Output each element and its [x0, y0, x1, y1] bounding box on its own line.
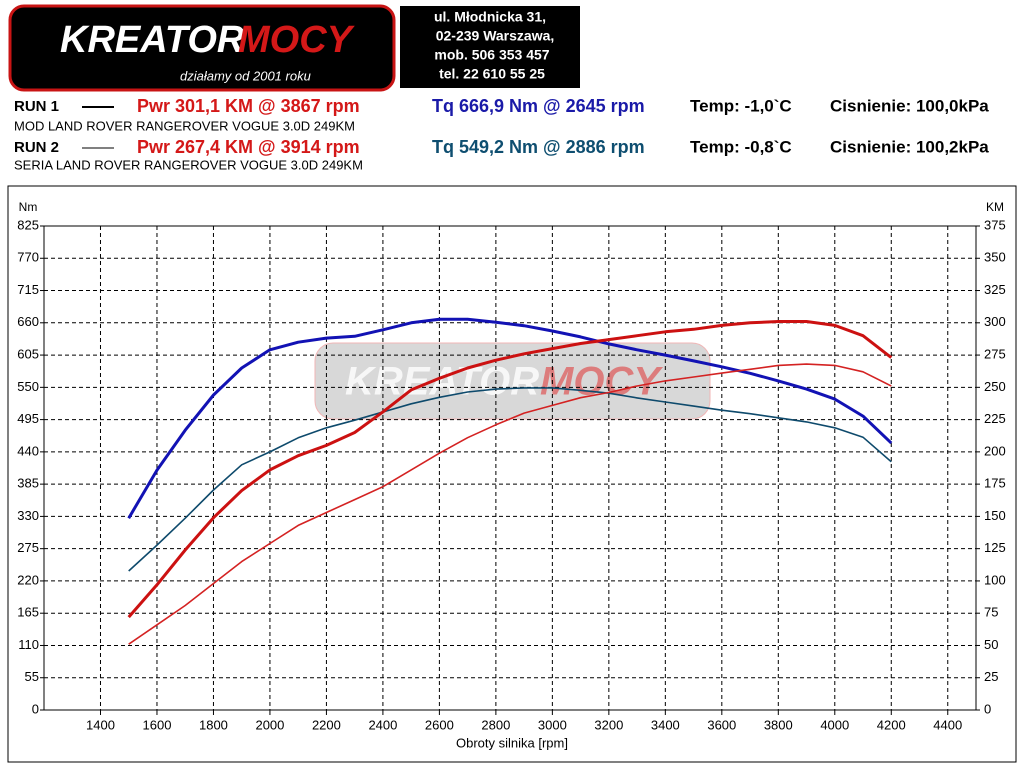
- y2-tick-label: 0: [984, 701, 991, 716]
- address-line: 02-239 Warszawa,: [436, 28, 555, 44]
- x-tick-label: 3800: [764, 717, 793, 732]
- run-description: MOD LAND ROVER RANGEROVER VOGUE 3.0D 249…: [14, 118, 355, 133]
- run-power: Pwr 301,1 KM @ 3867 rpm: [137, 96, 360, 116]
- y2-tick-label: 375: [984, 217, 1006, 232]
- address-line: tel. 22 610 55 25: [439, 66, 545, 82]
- run-temp: Temp: -1,0`C: [690, 96, 792, 115]
- logo-left: KREATOR: [60, 19, 245, 61]
- watermark: [314, 342, 711, 420]
- x-tick-label: 2600: [425, 717, 454, 732]
- series-line: [128, 363, 892, 645]
- x-tick-label: 2000: [255, 717, 284, 732]
- chart-frame: [7, 185, 1017, 763]
- y2-tick-label: 75: [984, 605, 998, 620]
- y-tick-label: 440: [17, 443, 39, 458]
- logo: [8, 4, 396, 92]
- y2-tick-label: 25: [984, 669, 998, 684]
- plot-area: [43, 225, 977, 711]
- run-temp: Temp: -0,8`C: [690, 137, 792, 156]
- logo-right: MOCY: [238, 19, 356, 61]
- y-tick-label: 165: [17, 605, 39, 620]
- series-line: [127, 317, 893, 519]
- y2-tick-label: 150: [984, 508, 1006, 523]
- x-axis-label: Obroty silnika [rpm]: [456, 735, 568, 750]
- x-tick-label: 3000: [538, 717, 567, 732]
- x-tick-label: 1400: [86, 717, 115, 732]
- x-tick-label: 4200: [877, 717, 906, 732]
- y2-axis-label: KM: [986, 200, 1004, 214]
- y2-tick-label: 275: [984, 347, 1006, 362]
- y-tick-label: 275: [17, 540, 39, 555]
- y-tick-label: 55: [25, 669, 39, 684]
- run-label: RUN 2: [14, 139, 59, 156]
- x-tick-label: 3200: [594, 717, 623, 732]
- x-tick-label: 4400: [933, 717, 962, 732]
- y2-tick-label: 350: [984, 250, 1006, 265]
- run-torque: Tq 549,2 Nm @ 2886 rpm: [432, 137, 645, 157]
- y-tick-label: 385: [17, 476, 39, 491]
- y-tick-label: 825: [17, 217, 39, 232]
- watermark-right: MOCY: [540, 360, 663, 404]
- series-line: [128, 387, 892, 572]
- y-tick-label: 770: [17, 250, 39, 265]
- y2-tick-label: 300: [984, 314, 1006, 329]
- y2-tick-label: 225: [984, 411, 1006, 426]
- y-axis-label: Nm: [19, 200, 38, 214]
- run-pressure: Cisnienie: 100,0kPa: [830, 96, 989, 115]
- y2-tick-label: 100: [984, 572, 1006, 587]
- x-tick-label: 3400: [651, 717, 680, 732]
- y-tick-label: 220: [17, 572, 39, 587]
- x-tick-label: 3600: [707, 717, 736, 732]
- y2-tick-label: 325: [984, 282, 1006, 297]
- y2-tick-label: 125: [984, 540, 1006, 555]
- y-tick-label: 550: [17, 379, 39, 394]
- y-tick-label: 110: [18, 637, 39, 652]
- run-description: SERIA LAND ROVER RANGEROVER VOGUE 3.0D 2…: [14, 157, 363, 172]
- run-pressure: Cisnienie: 100,2kPa: [830, 137, 989, 156]
- address-box: [400, 6, 580, 88]
- y-tick-label: 0: [32, 701, 39, 716]
- x-tick-label: 1800: [199, 717, 228, 732]
- y-tick-label: 330: [17, 508, 39, 523]
- address-line: mob. 506 353 457: [434, 47, 549, 63]
- x-tick-label: 2400: [368, 717, 397, 732]
- y2-tick-label: 175: [984, 476, 1006, 491]
- x-tick-label: 2800: [481, 717, 510, 732]
- series-line: [127, 320, 893, 619]
- y-tick-label: 715: [17, 282, 39, 297]
- x-tick-label: 2200: [312, 717, 341, 732]
- x-tick-label: 4000: [820, 717, 849, 732]
- y2-tick-label: 50: [984, 637, 998, 652]
- slogan: działamy od 2001 roku: [180, 68, 311, 83]
- y2-tick-label: 250: [984, 379, 1006, 394]
- x-tick-label: 1600: [143, 717, 172, 732]
- y-tick-label: 660: [17, 314, 39, 329]
- run-torque: Tq 666,9 Nm @ 2645 rpm: [432, 96, 645, 116]
- run-label: RUN 1: [14, 98, 59, 115]
- y-tick-label: 495: [17, 411, 39, 426]
- y2-tick-label: 200: [984, 443, 1006, 458]
- address-line: ul. Młodnicka 31,: [434, 9, 546, 25]
- run-power: Pwr 267,4 KM @ 3914 rpm: [137, 137, 360, 157]
- y-tick-label: 605: [17, 347, 39, 362]
